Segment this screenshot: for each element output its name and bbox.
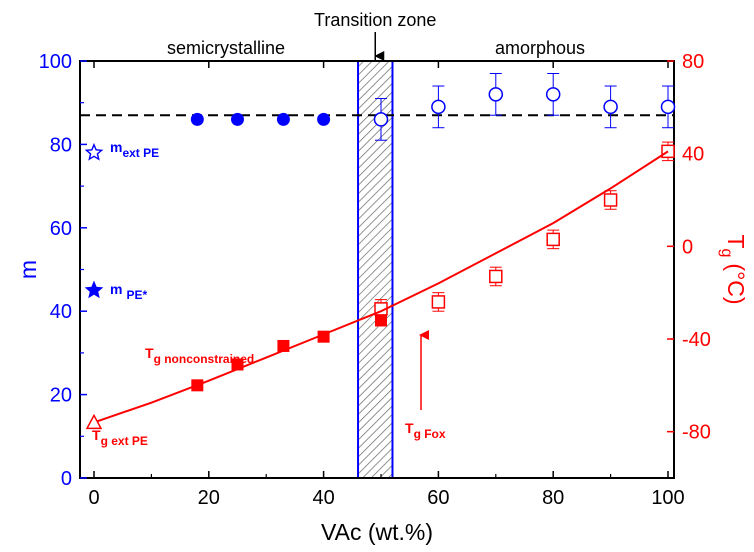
region-label-transition-zone: Transition zone: [314, 10, 436, 30]
annotation-m-ext-pe-main: m: [110, 139, 122, 155]
left-axis-title: m: [15, 260, 41, 279]
y-left-tick-label: 20: [50, 385, 72, 407]
m-pe-star-marker: [84, 280, 104, 299]
tg-point-amorphous: [603, 193, 618, 207]
y-right-tick-label: -80: [682, 422, 711, 444]
region-label-amorphous: amorphous: [495, 38, 585, 58]
x-tick-label: 100: [651, 487, 684, 509]
annotation-tg-nonconstrained-main: T: [145, 345, 154, 361]
annotation-tg-fox: Tg Fox: [405, 420, 446, 441]
x-tick-label: 0: [88, 487, 99, 509]
m-point-amorphous: [603, 99, 618, 115]
annotation-tg-fox-main: T: [405, 420, 414, 436]
tg-fox-fit-curve: [93, 150, 669, 424]
right-axis-title-unit: (°C): [723, 263, 749, 304]
annotation-m-pe-star-main: m: [110, 281, 122, 297]
annotation-m-pe-star-sub: PE*: [126, 288, 147, 302]
x-axis-title: VAc (wt.%): [321, 519, 433, 545]
x-tick-label: 80: [542, 487, 564, 509]
y-left-tick-label: 100: [39, 51, 72, 73]
region-label-semicrystalline: semicrystalline: [167, 38, 285, 58]
annotation-tg-nonconstrained-sub: g nonconstrained: [154, 352, 255, 366]
x-tick-label: 40: [312, 487, 334, 509]
m-point-semicrystalline: [317, 112, 331, 126]
m-point-amorphous: [488, 87, 504, 102]
tg-point-amorphous: [489, 269, 503, 284]
tg-point-amorphous: [431, 295, 446, 309]
annotation-m-pe-star: m PE*: [110, 281, 147, 302]
y-left-tick-label: 0: [61, 468, 72, 490]
annotation-m-ext-pe-sub: ext PE: [122, 146, 159, 160]
tg-point-nonconstrained: [375, 314, 387, 327]
annotation-tg-ext-pe-sub: g ext PE: [101, 434, 148, 448]
y-right-tick-label: -40: [682, 329, 711, 351]
y-right-tick-label: 0: [682, 236, 693, 258]
annotation-tg-nonconstrained: Tg nonconstrained: [145, 345, 254, 366]
tg-ext-pe-triangle-marker: [85, 413, 103, 430]
m-point-semicrystalline: [276, 112, 290, 126]
annotation-tg-fox-sub: g Fox: [414, 427, 446, 441]
y-left-tick-label: 60: [50, 218, 72, 240]
annotation-tg-ext-pe: Tg ext PE: [92, 427, 148, 448]
right-axis-title-sub: g: [718, 249, 735, 258]
annotation-tg-ext-pe-main: T: [92, 427, 101, 443]
m-point-amorphous: [660, 99, 676, 115]
axis-ticks: 0 20 40 60 80 100 0 20 40 60 80 100 -80 -40 0 40 80: [39, 51, 711, 509]
m-point-semicrystalline: [190, 112, 204, 126]
m-ext-pe-star-marker: [84, 142, 104, 161]
m-point-amorphous: [373, 112, 389, 127]
y-right-tick-label: 80: [682, 51, 704, 73]
right-axis-title-main: T: [723, 234, 749, 248]
y-left-tick-label: 80: [50, 134, 72, 156]
tg-point-amorphous: [546, 232, 560, 247]
data-marks: [84, 73, 676, 430]
m-point-amorphous: [545, 87, 561, 102]
y-left-tick-label: 40: [50, 301, 72, 323]
right-axis-title: Tg (°C): [718, 234, 749, 304]
x-tick-label: 20: [198, 487, 220, 509]
transition-zone: [357, 60, 394, 479]
m-point-semicrystalline: [231, 112, 244, 126]
x-tick-label: 60: [427, 487, 449, 509]
y-right-tick-label: 40: [682, 144, 704, 166]
svg-text:Tg(°C): Tg (°C): [718, 234, 749, 304]
m-point-amorphous: [431, 99, 446, 115]
annotation-m-ext-pe: mext PE: [110, 139, 159, 160]
